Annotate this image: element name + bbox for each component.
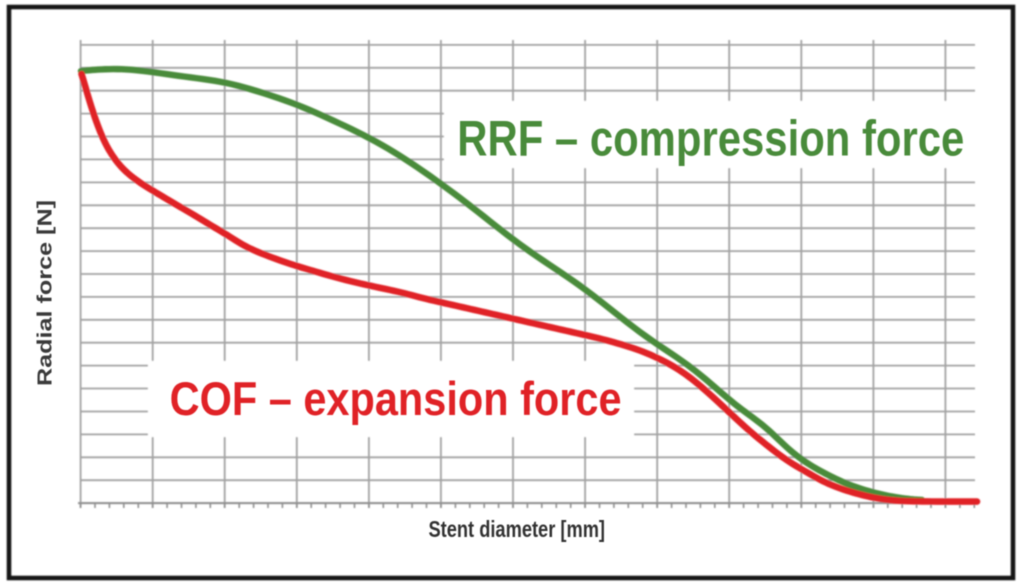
svg-text:RRF – compression force: RRF – compression force bbox=[457, 111, 964, 167]
svg-text:Stent diameter [mm]: Stent diameter [mm] bbox=[429, 516, 606, 542]
svg-text:Radial force [N]: Radial force [N] bbox=[34, 200, 57, 386]
svg-text:COF – expansion force: COF – expansion force bbox=[170, 372, 622, 425]
